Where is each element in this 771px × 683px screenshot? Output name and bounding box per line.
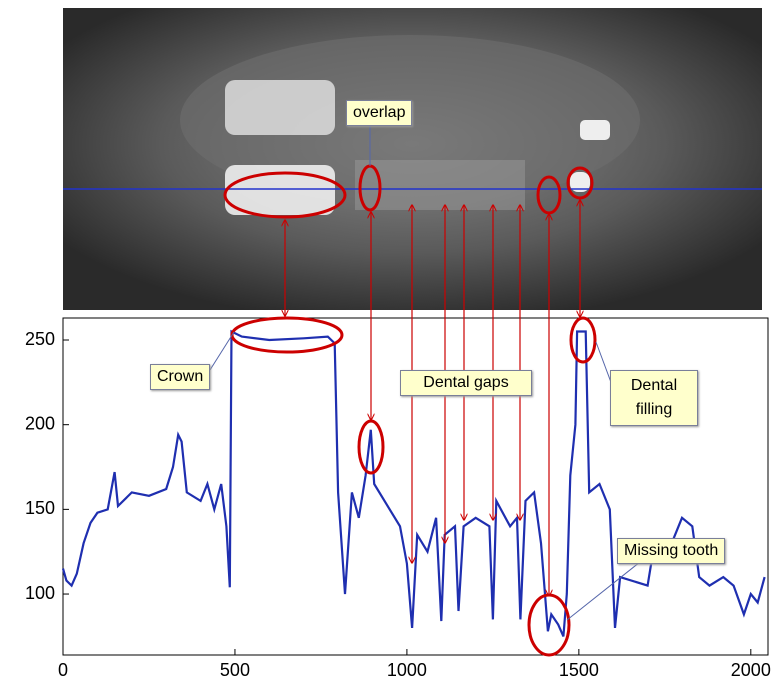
y-tick-label: 150 — [25, 498, 55, 518]
x-tick-label: 0 — [58, 660, 68, 680]
y-tick-label: 200 — [25, 413, 55, 433]
x-tick-label: 1000 — [387, 660, 427, 680]
x-tick-label: 500 — [220, 660, 250, 680]
callout: overlap — [346, 100, 413, 126]
x-tick-label: 2000 — [731, 660, 771, 680]
x-tick-label: 1500 — [559, 660, 599, 680]
profile-line — [61, 329, 766, 637]
callout: Crown — [150, 364, 211, 390]
callout-pointers — [209, 124, 641, 621]
y-tick-label: 100 — [25, 583, 55, 603]
y-tick-label: 250 — [25, 329, 55, 349]
callout: Dental gaps — [400, 370, 532, 396]
callout: Dental filling — [610, 370, 698, 426]
callout: Missing tooth — [617, 538, 726, 564]
